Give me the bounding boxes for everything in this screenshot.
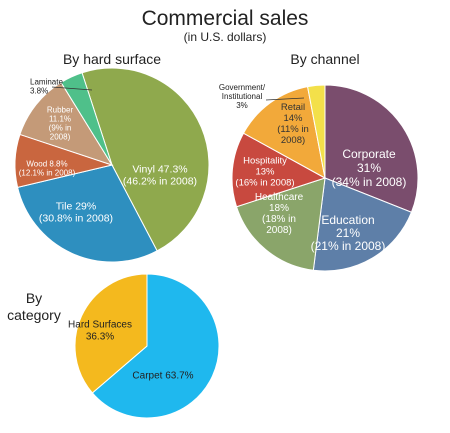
leader-line-laminate	[51, 86, 93, 91]
slice-label-line: 14%	[283, 113, 303, 124]
channel-pie-chart: By channel Corporate 31% (34% in 2008) Educ…	[219, 51, 419, 272]
slice-label-line: (12.1% in 2008)	[19, 168, 76, 177]
pie-slice-government-institutional	[306, 84, 326, 179]
slice-label-line: Rubber	[47, 105, 74, 114]
slice-label-tile: Tile 29% (30.8% in 2008)	[39, 201, 113, 225]
pie-slice-hospitality	[231, 132, 327, 208]
slice-label-line: 13%	[255, 166, 275, 177]
hard-surface-chart-title: By hard surface	[63, 51, 161, 67]
pie-slice-laminate	[60, 72, 113, 166]
slice-label-rubber: Rubber 11.1% (9% in 2008)	[47, 105, 74, 141]
slice-label-government-institutional: Government/Institutional 3%	[219, 83, 266, 110]
channel-chart-title: By channel	[290, 51, 359, 67]
slice-label-line: Corporate	[342, 147, 396, 161]
pie-slice-healthcare	[235, 177, 326, 271]
slice-label-line: Government/	[219, 83, 266, 92]
slice-label-line: Hospitality	[243, 155, 287, 166]
pie-slice-tile	[17, 164, 158, 263]
slice-label-line: Institutional	[222, 92, 263, 101]
slice-label-line: 2008)	[50, 132, 71, 141]
slice-label-line: 21%	[336, 226, 360, 240]
slice-label-line: Tile 29%	[56, 201, 96, 213]
slice-label-wood: Wood 8.8% (12.1% in 2008)	[19, 159, 76, 177]
slice-label-line: 3.8%	[30, 86, 48, 95]
slice-label-line: (34% in 2008)	[332, 175, 407, 189]
slice-label-corporate: Corporate 31% (34% in 2008)	[332, 147, 407, 189]
slice-label-line: 2008)	[281, 135, 305, 146]
slice-label-line: (30.8% in 2008)	[39, 213, 113, 225]
page-title: Commercial sales	[142, 7, 309, 30]
slice-label-line: Wood 8.8%	[26, 159, 67, 168]
slice-label-education: Education 21% (21% in 2008)	[311, 213, 386, 253]
slice-label-laminate: Laminate 3.8%	[30, 77, 63, 95]
slice-label-line: Laminate	[30, 77, 63, 86]
slice-label-line: (11% in	[277, 124, 309, 135]
category-chart-title-line-2: category	[7, 307, 61, 323]
slice-label-line: (9% in	[49, 123, 72, 132]
pie-slice-hard-surfaces	[74, 273, 148, 394]
slice-label-line: 3%	[236, 101, 248, 110]
slice-label-line: 2008)	[266, 225, 292, 236]
slice-label-retail: Retail 14% (11% in 2008)	[277, 102, 309, 146]
pie-slice-carpet	[91, 273, 220, 419]
slice-label-line: (18% in	[262, 214, 296, 225]
slice-label-healthcare: Healthcare 18% (18% in 2008)	[255, 192, 304, 236]
slice-label-vinyl: Vinyl 47.3% (46.2% in 2008)	[123, 164, 197, 188]
pie-slice-retail	[242, 86, 326, 179]
pie-slice-corporate	[324, 84, 419, 213]
slice-label-line: Retail	[281, 102, 305, 113]
pie-slice-rubber	[19, 81, 114, 166]
slice-label-line: 18%	[269, 203, 289, 214]
slice-label-line: 31%	[357, 161, 381, 175]
slice-label-line: Vinyl 47.3%	[132, 164, 187, 176]
pie-slice-vinyl	[81, 67, 210, 252]
slice-label-line: Carpet 63.7%	[132, 371, 193, 382]
slice-label-hard-surfaces: Hard Surfaces 36.3%	[68, 320, 132, 343]
slice-label-line: (16% in 2008)	[235, 177, 294, 188]
slice-label-line: (21% in 2008)	[311, 239, 386, 253]
slice-label-carpet: Carpet 63.7%	[132, 371, 193, 382]
slice-label-line: Hard Surfaces	[68, 320, 132, 331]
pie-slice-education	[312, 177, 413, 272]
category-pie-chart: By category Carpet 63.7% Hard Surfaces 36.…	[7, 273, 220, 419]
slice-label-line: 11.1%	[49, 114, 71, 123]
category-chart-title-line-1: By	[26, 290, 42, 306]
slice-label-line: Healthcare	[255, 192, 304, 203]
page-subtitle: (in U.S. dollars)	[184, 30, 267, 44]
slice-label-line: (46.2% in 2008)	[123, 176, 197, 188]
slice-label-hospitality: Hospitality 13% (16% in 2008)	[235, 155, 294, 188]
slice-label-line: Education	[321, 213, 374, 227]
hard-surface-pie-chart: By hard surface Vinyl 47.3% (46.2% in 200…	[14, 51, 210, 263]
slice-label-line: 36.3%	[86, 332, 114, 343]
leader-line-government-institutional	[265, 97, 305, 101]
